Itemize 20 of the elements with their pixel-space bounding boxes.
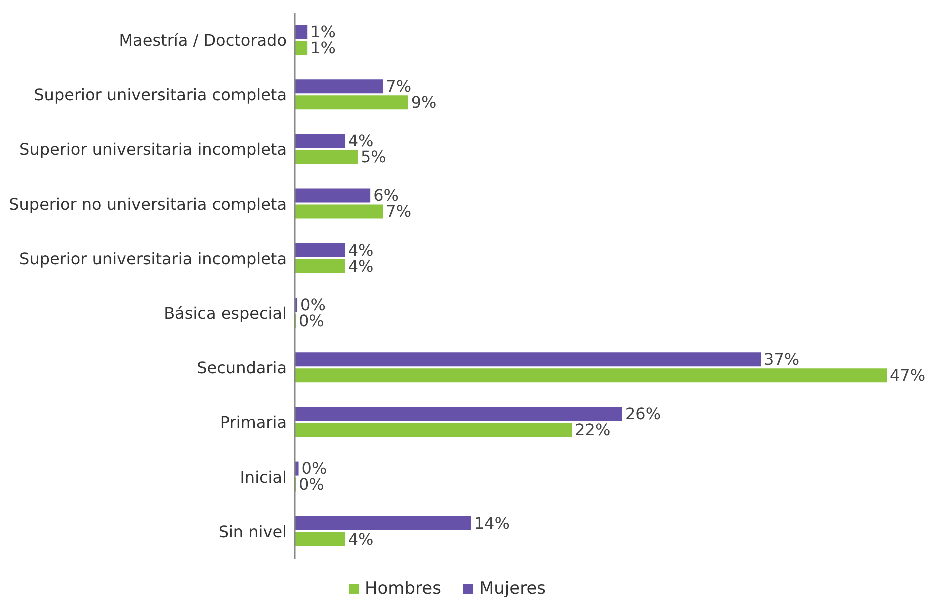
- legend-label: Hombres: [364, 579, 442, 599]
- y-tick-label: Superior universitaria incompleta: [20, 140, 287, 160]
- data-label: 22%: [575, 420, 611, 440]
- y-tick-label: Básica especial: [164, 304, 287, 323]
- data-label: 7%: [386, 76, 412, 96]
- y-tick-label: Secundaria: [197, 358, 287, 378]
- legend-label: Mujeres: [478, 579, 546, 599]
- data-label: 14%: [474, 514, 510, 533]
- y-tick-label: Maestría / Doctorado: [119, 30, 287, 50]
- y-tick-label: Superior no universitaria completa: [9, 194, 287, 214]
- y-tick-label: Inicial: [240, 468, 287, 487]
- data-label: 26%: [625, 404, 662, 424]
- y-tick-label: Sin nivel: [218, 522, 287, 542]
- data-label: 47%: [890, 366, 926, 385]
- y-tick-label: Superior universitaria completa: [34, 86, 287, 105]
- data-label: 4%: [348, 530, 374, 549]
- y-tick-label: Primaria: [220, 413, 287, 432]
- y-tick-label: Superior universitaria incompleta: [20, 249, 287, 268]
- data-label: 9%: [411, 92, 437, 112]
- data-label: 37%: [764, 350, 800, 369]
